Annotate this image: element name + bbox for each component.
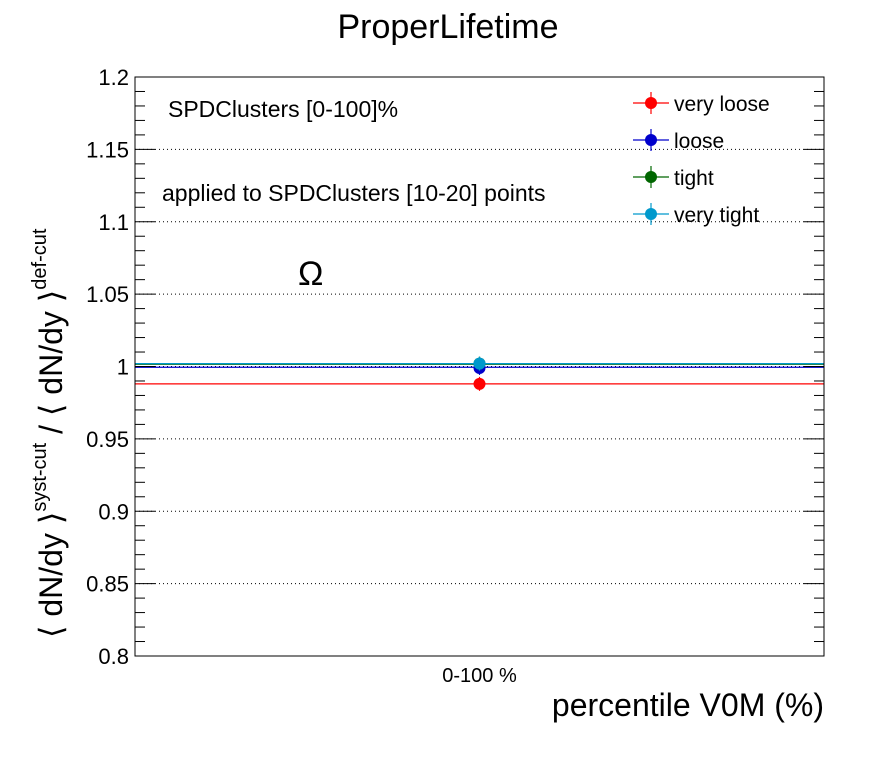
legend-label: tight: [674, 167, 714, 190]
data-point-very-tight: [473, 357, 486, 370]
y-tick-label: 0.8: [98, 644, 129, 669]
x-axis-label: percentile V0M (%): [552, 687, 824, 723]
annotation-particle: Ω: [298, 255, 323, 293]
y-tick-label: 1.2: [98, 65, 129, 90]
legend-marker: [645, 171, 657, 183]
legend-label: very loose: [674, 93, 770, 116]
y-tick-label: 0.95: [86, 427, 129, 452]
y-axis-label: ⟨ dN/dy ⟩syst-cut / ⟨ dN/dy ⟩def-cut: [29, 228, 69, 638]
y-tick-label: 1: [117, 355, 129, 380]
y-tick-label: 0.85: [86, 572, 129, 597]
axis-ticks: 0.8 0.85 0.9 0.95 1 1.05 1.1 1.15 1.2 0-100 %: [86, 65, 824, 687]
legend: very loose loose tight very tight: [633, 92, 770, 227]
chart-title: ProperLifetime: [337, 8, 558, 46]
legend-label: loose: [674, 130, 724, 153]
y-tick-label: 1.05: [86, 282, 129, 307]
y-axis-label-sup2: def-cut: [29, 228, 51, 290]
annotation-applied: applied to SPDClusters [10-20] points: [162, 180, 546, 206]
annotation-range: SPDClusters [0-100]%: [168, 96, 398, 122]
y-tick-label: 0.9: [98, 499, 129, 524]
y-tick-label: 1.15: [86, 137, 129, 162]
y-axis-label-sup1: syst-cut: [29, 442, 51, 511]
y-tick-label: 1.1: [98, 210, 129, 235]
legend-marker: [645, 97, 657, 109]
legend-item: loose: [633, 129, 724, 153]
data-points: [473, 356, 486, 391]
data-point-very-loose: [473, 377, 486, 390]
legend-marker: [645, 208, 657, 220]
y-axis-label-main: ⟨ dN/dy ⟩: [33, 512, 69, 638]
y-axis-label-mid: / ⟨ dN/dy ⟩: [33, 290, 69, 443]
legend-item: very tight: [633, 203, 759, 227]
legend-marker: [645, 134, 657, 146]
legend-item: very loose: [633, 92, 770, 116]
x-tick-label: 0-100 %: [442, 665, 517, 687]
legend-label: very tight: [674, 204, 759, 227]
legend-item: tight: [633, 166, 714, 190]
